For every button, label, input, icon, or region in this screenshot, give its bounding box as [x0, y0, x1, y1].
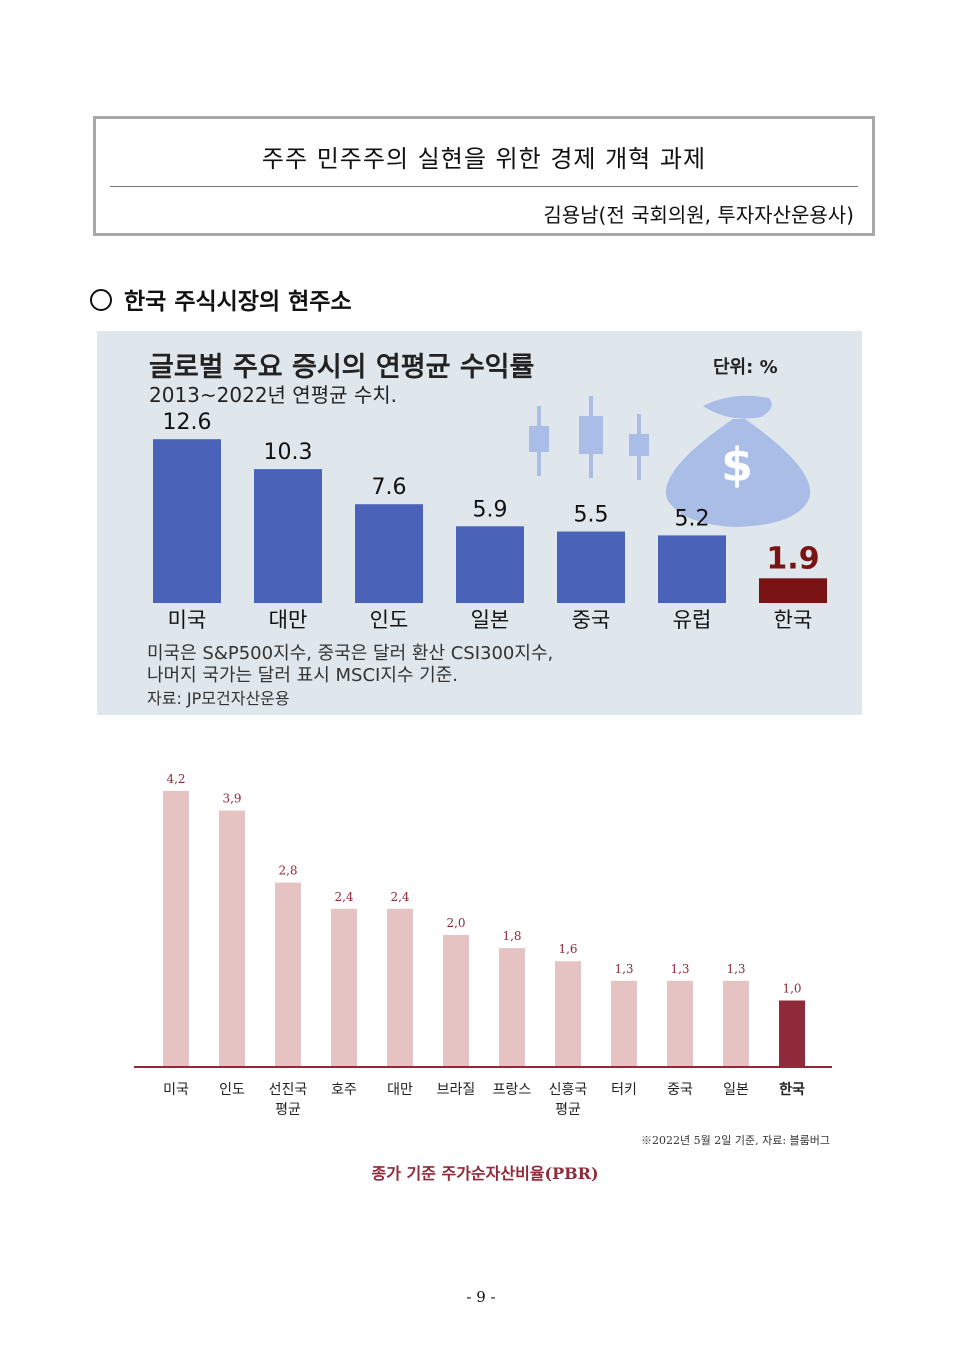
bar — [275, 882, 301, 1066]
author-line: 김용남(전 국회의원, 투자자산운용사) — [543, 203, 854, 227]
candle-body — [529, 426, 549, 452]
category-label: 인도 — [219, 1082, 245, 1098]
category-label: 신흥국 — [549, 1082, 588, 1098]
category-label: 평균 — [555, 1102, 581, 1118]
category-label: 한국 — [779, 1082, 805, 1098]
section-title: 한국 주식시장의 현주소 — [124, 289, 352, 315]
bar — [723, 980, 749, 1066]
bar-value-label: 7.6 — [372, 475, 407, 500]
category-label: 프랑스 — [493, 1082, 532, 1098]
returns-chart-unit: 단위: % — [713, 357, 778, 378]
returns-chart-source: 자료: JP모건자산운용 — [147, 689, 290, 708]
candle-body — [629, 434, 649, 456]
category-label: 한국 — [774, 608, 813, 632]
bar — [254, 469, 322, 603]
bar-value-label: 1,3 — [614, 962, 633, 976]
bar — [387, 908, 413, 1066]
pbr-chart-caption: 종가 기준 주가순자산비율(PBR) — [371, 1164, 599, 1183]
bar-value-label: 12.6 — [163, 410, 212, 435]
category-label: 호주 — [331, 1082, 357, 1098]
bar-value-label: 2,4 — [390, 890, 409, 904]
category-label: 미국 — [168, 608, 207, 632]
bar — [456, 526, 524, 603]
bag-top — [703, 395, 772, 419]
bar — [611, 980, 637, 1066]
bar-value-label: 2,0 — [446, 916, 465, 930]
bar — [219, 810, 245, 1066]
dollar-sign: $ — [721, 438, 753, 492]
document-title: 주주 민주주의 실현을 위한 경제 개혁 과제 — [261, 145, 707, 173]
page-number: - 9 - — [466, 1288, 496, 1306]
candlestick-icon — [529, 396, 649, 480]
returns-chart-svg: $12.6 미국 10.3 대만 7.6 인도 5.9 일본 5.5 중국 5.2 유럽 1.9 한국 — [153, 395, 827, 632]
bar-value-label: 5.2 — [675, 506, 710, 531]
bar-value-label: 1.9 — [766, 541, 819, 576]
category-label: 대만 — [269, 608, 308, 632]
bar-value-label: 1,8 — [502, 929, 521, 943]
bar — [557, 531, 625, 603]
bar-value-label: 10.3 — [264, 440, 313, 465]
bar-value-label: 1,3 — [670, 962, 689, 976]
bag-body — [665, 419, 811, 527]
returns-chart-subtitle: 2013~2022년 연평균 수치. — [149, 383, 398, 407]
section-heading: 한국 주식시장의 현주소 — [90, 282, 352, 316]
bar — [355, 504, 423, 603]
category-label: 터키 — [611, 1082, 637, 1098]
pbr-chart-note: ※2022년 5월 2일 기준, 자료: 블룸버그 — [641, 1134, 830, 1147]
returns-chart-title: 글로벌 주요 증시의 연평균 수익률 — [149, 352, 535, 383]
returns-chart-note-1: 미국은 S&P500지수, 중국은 달러 환산 CSI300지수, — [147, 643, 554, 664]
bar — [443, 935, 469, 1066]
returns-chart-note-2: 나머지 국가는 달러 표시 MSCI지수 기준. — [147, 665, 459, 686]
title-divider — [110, 186, 858, 187]
bar — [779, 1000, 805, 1066]
bar-value-label: 3,9 — [222, 792, 241, 806]
bar-value-label: 1,6 — [558, 942, 577, 956]
returns-chart: $12.6 미국 10.3 대만 7.6 인도 5.9 일본 5.5 중국 5.2 유럽 1.9 한국 글… — [97, 331, 862, 715]
bar — [555, 961, 581, 1066]
category-label: 중국 — [667, 1082, 693, 1098]
category-label: 유럽 — [673, 608, 712, 632]
bar — [163, 790, 189, 1066]
bar — [759, 578, 827, 603]
category-label: 선진국 — [269, 1082, 308, 1098]
bar-value-label: 2,4 — [334, 890, 353, 904]
money-bag-icon: $ — [665, 395, 811, 527]
category-label: 중국 — [572, 608, 611, 632]
bar — [667, 980, 693, 1066]
category-label: 평균 — [275, 1102, 301, 1118]
category-label: 미국 — [163, 1082, 189, 1098]
bar — [331, 908, 357, 1066]
bar — [153, 439, 221, 603]
category-label: 일본 — [723, 1082, 749, 1098]
bar-value-label: 2,8 — [278, 864, 297, 878]
bar — [658, 535, 726, 603]
category-label: 대만 — [387, 1082, 413, 1098]
bar-value-label: 5.9 — [473, 497, 508, 522]
category-label: 일본 — [471, 608, 510, 632]
bar — [499, 948, 525, 1066]
title-box: 주주 민주주의 실현을 위한 경제 개혁 과제 김용남(전 국회의원, 투자자산… — [93, 116, 875, 236]
bar-value-label: 1,0 — [782, 982, 801, 996]
category-label: 브라질 — [437, 1082, 476, 1098]
candle-body — [579, 416, 603, 454]
bar-value-label: 1,3 — [726, 962, 745, 976]
category-label: 인도 — [370, 608, 409, 632]
bar-value-label: 4,2 — [166, 772, 185, 786]
bar-value-label: 5.5 — [574, 503, 609, 528]
circle-bullet-icon — [90, 289, 112, 311]
